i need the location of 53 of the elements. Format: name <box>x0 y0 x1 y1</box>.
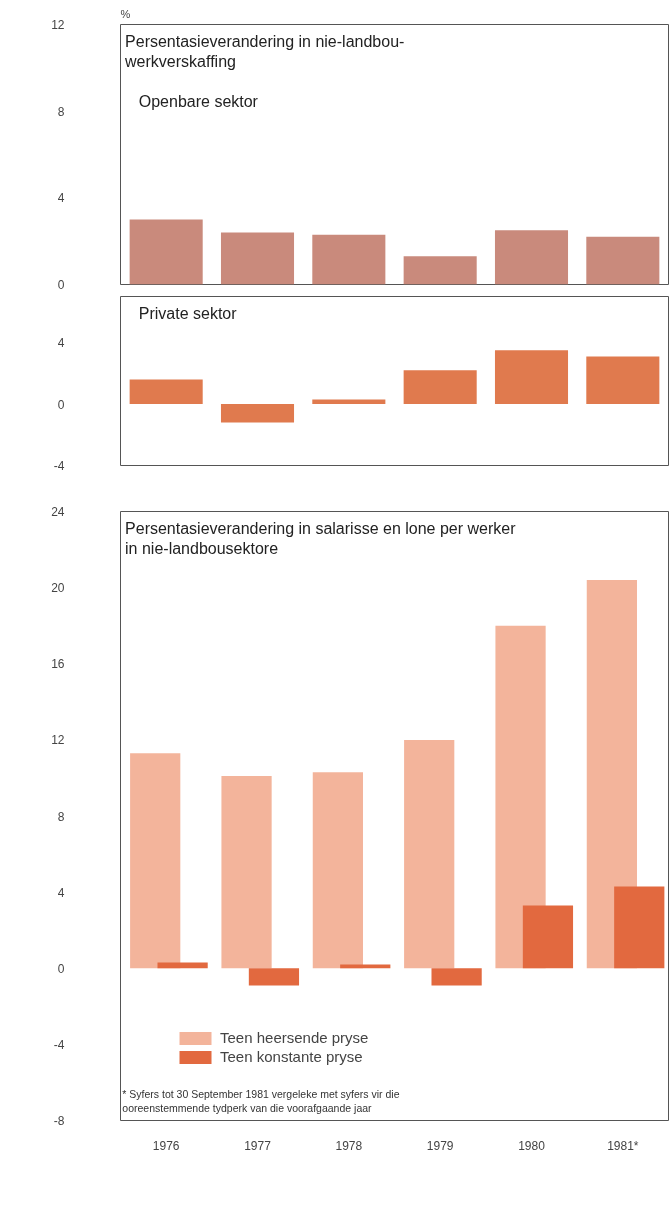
bar <box>614 886 665 969</box>
y-axis-title: % <box>120 7 131 20</box>
y-tick-label: 4 <box>57 885 65 900</box>
bar <box>312 399 386 405</box>
x-tick-label: 1980 <box>518 1138 546 1153</box>
x-tick-label: 1976 <box>152 1138 180 1153</box>
bar <box>586 580 637 969</box>
y-tick-label: -4 <box>53 459 65 473</box>
y-tick-label: 16 <box>51 657 65 672</box>
bar <box>494 350 569 405</box>
x-tick-label: 1978 <box>335 1138 363 1153</box>
y-tick-label: 4 <box>57 336 65 351</box>
y-tick-label: 8 <box>57 104 65 119</box>
bar <box>403 256 477 285</box>
y-tick-label: 12 <box>51 733 65 748</box>
bar <box>312 772 363 969</box>
bar <box>221 776 272 969</box>
bar <box>586 236 660 285</box>
y-tick-label: 0 <box>57 397 65 412</box>
y-tick-label: 12 <box>51 18 65 32</box>
bar <box>130 753 181 969</box>
bar <box>129 379 203 405</box>
x-tick-label: 1979 <box>426 1138 454 1153</box>
y-tick-label: 8 <box>57 809 65 824</box>
text: Persentasieverandering in salarisse en lone per werker in nie-landbousektore <box>125 519 517 557</box>
annotation: * Syfers tot 30 September 1981 vergeleke met syfers vir die ooreenstemmende tydperk van die voorafgaande jaar <box>122 1088 400 1115</box>
bar <box>340 964 391 969</box>
bar <box>220 232 295 285</box>
bar <box>312 234 386 285</box>
y-tick-label: 4 <box>57 191 65 206</box>
y-tick-label: -8 <box>53 1114 65 1128</box>
legend-label: Teen heersende pryse <box>220 1029 369 1046</box>
bar <box>248 968 300 986</box>
text: Openbare sektor <box>138 92 259 110</box>
bar <box>220 404 295 423</box>
bar <box>404 739 455 969</box>
y-tick-label: 0 <box>57 961 65 976</box>
bar <box>431 968 482 986</box>
bar <box>586 356 660 405</box>
y-tick-label: 24 <box>51 505 65 519</box>
bar <box>129 219 203 285</box>
y-tick-label: 0 <box>57 278 65 292</box>
y-tick-label: 20 <box>51 581 65 596</box>
bar <box>522 905 574 969</box>
x-tick-label: 1981* <box>607 1138 639 1153</box>
bar <box>494 230 569 285</box>
bar <box>495 625 546 969</box>
y-tick-label: -4 <box>53 1037 65 1052</box>
text: Private sektor <box>138 304 238 322</box>
legend-label: Teen konstante pryse <box>220 1048 363 1065</box>
text: Persentasieverandering in nie-landbou- werkverskaffing <box>124 32 405 70</box>
x-tick-label: 1977 <box>244 1138 272 1153</box>
bar <box>403 370 477 405</box>
